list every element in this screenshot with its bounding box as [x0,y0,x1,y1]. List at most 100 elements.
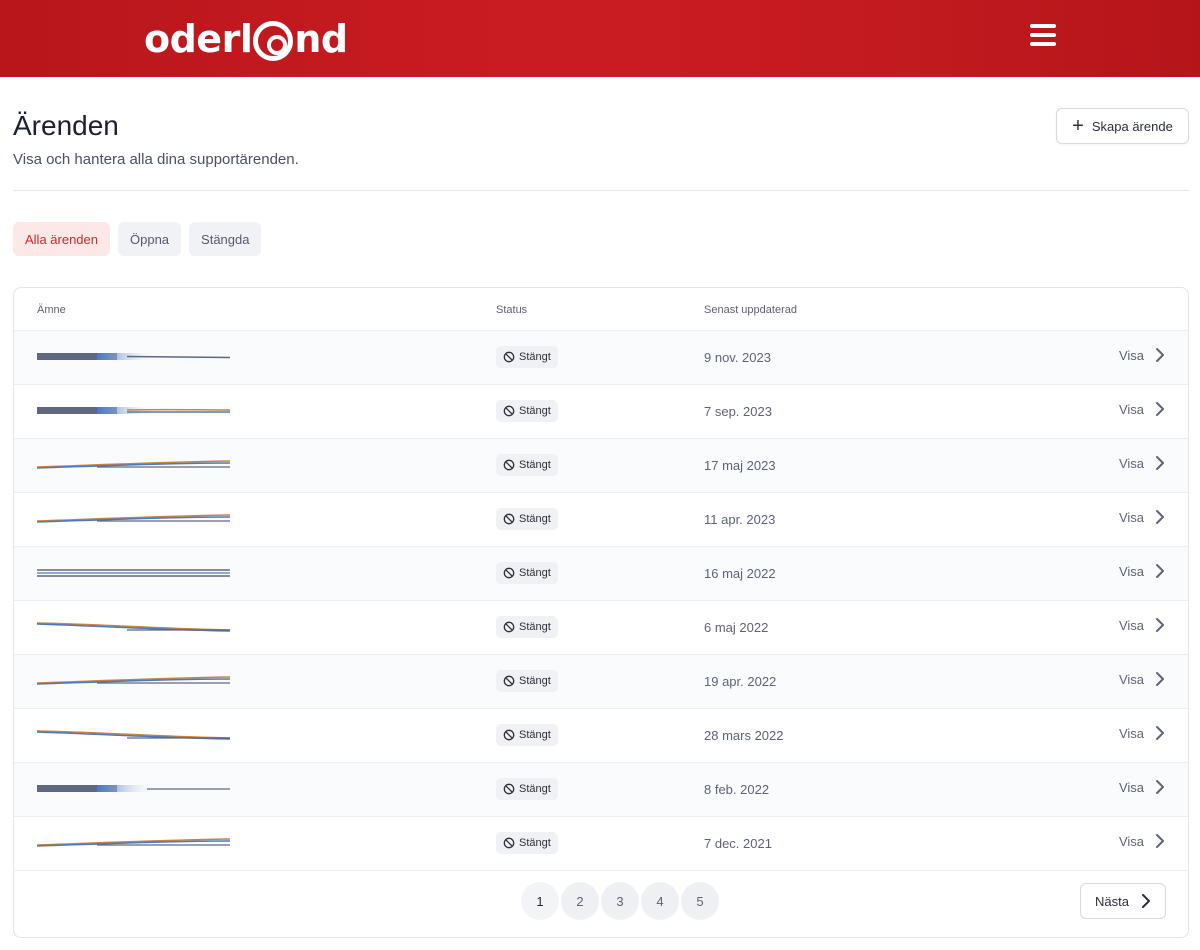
view-ticket-label: Visa [1118,779,1144,795]
last-updated-date: 7 sep. 2023 [704,404,772,419]
last-updated-date: 7 dec. 2021 [704,836,772,851]
last-updated-date: 16 maj 2022 [704,566,776,581]
redacted-subject [37,622,230,632]
status-badge: Stängt [496,454,558,476]
chevron-right-icon [1156,456,1164,470]
status-badge: Stängt [496,670,558,692]
page-button[interactable]: 3 [601,882,639,920]
table-row[interactable]: Stängt 16 maj 2022 Visa [14,547,1188,601]
status-label: Stängt [519,513,551,525]
view-ticket-label: Visa [1118,671,1144,687]
view-ticket-link[interactable]: Visa [1119,671,1166,687]
view-ticket-label: Visa [1118,347,1144,363]
redacted-subject [37,353,230,360]
chevron-right-icon [1156,672,1164,686]
page-button[interactable]: 5 [681,882,719,920]
status-label: Stängt [519,459,551,471]
view-ticket-label: Visa [1118,617,1144,633]
status-label: Stängt [519,567,551,579]
status-badge: Stängt [496,724,558,746]
top-navigation-bar: oderl nd [0,0,1200,77]
hamburger-menu-icon[interactable] [1028,24,1058,52]
oderland-logo[interactable]: oderl nd [144,14,348,64]
closed-status-icon [503,729,515,741]
status-badge: Stängt [496,508,558,530]
table-row[interactable]: Stängt 19 apr. 2022 Visa [14,655,1188,709]
redacted-subject [37,838,230,847]
page-button[interactable]: 2 [561,882,599,920]
status-label: Stängt [519,837,551,849]
plus-icon: + [1072,115,1084,137]
view-ticket-link[interactable]: Visa [1119,401,1166,417]
status-badge: Stängt [496,832,558,854]
view-ticket-link[interactable]: Visa [1119,455,1166,471]
next-page-button[interactable]: Nästa [1080,883,1166,919]
table-row[interactable]: Stängt 9 nov. 2023 Visa [14,331,1188,385]
last-updated-date: 9 nov. 2023 [704,350,771,365]
redacted-subject [37,785,230,792]
status-label: Stängt [519,405,551,417]
chevron-right-icon [1156,618,1164,632]
page-button[interactable]: 1 [521,882,559,920]
redacted-subject [37,676,230,685]
view-ticket-link[interactable]: Visa [1119,833,1166,849]
status-badge: Stängt [496,616,558,638]
column-header-status: Status [496,304,528,316]
redacted-subject [37,514,230,523]
table-row[interactable]: Stängt 6 maj 2022 Visa [14,601,1188,655]
table-row[interactable]: Stängt 7 sep. 2023 Visa [14,385,1188,439]
view-ticket-label: Visa [1118,833,1144,849]
page-button[interactable]: 4 [641,882,679,920]
status-label: Stängt [519,729,551,741]
next-page-label: Nästa [1095,893,1129,909]
table-row[interactable]: Stängt 28 mars 2022 Visa [14,709,1188,763]
table-header: Ämne Status Senast uppdaterad [14,288,1188,331]
view-ticket-link[interactable]: Visa [1119,725,1166,741]
redacted-subject [37,460,230,469]
table-body: Stängt 9 nov. 2023 Visa Stängt 7 sep. 2023 Vi… [14,331,1188,871]
view-ticket-link[interactable]: Visa [1119,347,1166,363]
closed-status-icon [503,837,515,849]
table-row[interactable]: Stängt 11 apr. 2023 Visa [14,493,1188,547]
chevron-right-icon [1156,726,1164,740]
closed-status-icon [503,783,515,795]
create-ticket-button[interactable]: + Skapa ärende [1056,108,1189,144]
logo-text-end: nd [294,17,348,61]
last-updated-date: 6 maj 2022 [704,620,769,635]
redacted-subject [37,407,230,414]
filter-closed[interactable]: Stängda [189,222,262,256]
view-ticket-label: Visa [1118,401,1144,417]
table-row[interactable]: Stängt 7 dec. 2021 Visa [14,817,1188,871]
chevron-right-icon [1156,564,1164,578]
closed-status-icon [503,405,515,417]
chevron-right-icon [1141,894,1150,908]
last-updated-date: 19 apr. 2022 [704,674,777,689]
chevron-right-icon [1156,780,1164,794]
status-badge: Stängt [496,400,558,422]
redacted-subject [37,569,230,577]
logo-text-start: oderl [144,17,253,61]
chevron-right-icon [1156,402,1164,416]
status-label: Stängt [519,351,551,363]
column-header-subject: Ämne [37,304,66,316]
view-ticket-link[interactable]: Visa [1119,779,1166,795]
filter-open[interactable]: Öppna [118,222,182,256]
chevron-right-icon [1156,834,1164,848]
last-updated-date: 8 feb. 2022 [704,782,770,797]
table-row[interactable]: Stängt 8 feb. 2022 Visa [14,763,1188,817]
table-row[interactable]: Stängt 17 maj 2023 Visa [14,439,1188,493]
create-ticket-label: Skapa ärende [1091,118,1173,134]
column-header-updated: Senast uppdaterad [704,304,797,316]
chevron-right-icon [1156,510,1164,524]
view-ticket-link[interactable]: Visa [1119,509,1166,525]
status-badge: Stängt [496,562,558,584]
last-updated-date: 11 apr. 2023 [704,512,776,527]
view-ticket-link[interactable]: Visa [1119,617,1166,633]
view-ticket-link[interactable]: Visa [1119,563,1166,579]
closed-status-icon [503,621,515,633]
closed-status-icon [503,675,515,687]
page-subtitle: Visa och hantera alla dina supportärende… [13,151,299,168]
filter-all-tickets[interactable]: Alla ärenden [13,222,110,256]
